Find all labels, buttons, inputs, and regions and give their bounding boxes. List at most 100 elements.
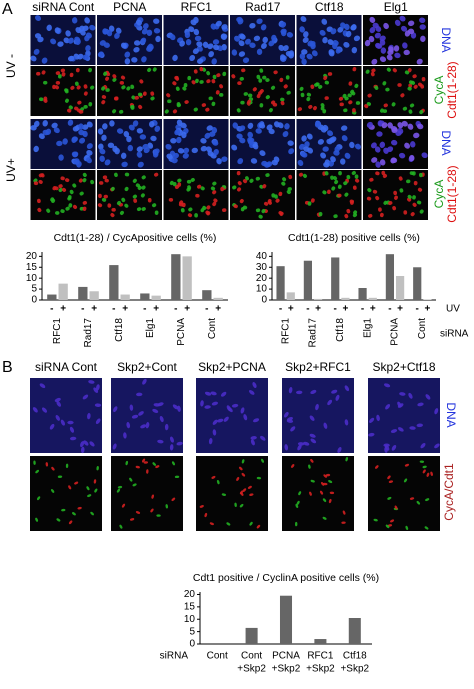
cell bbox=[282, 131, 289, 138]
micrograph bbox=[282, 378, 354, 453]
cell bbox=[397, 427, 404, 432]
bar bbox=[89, 291, 99, 300]
cell bbox=[80, 441, 85, 448]
cell bbox=[57, 74, 62, 79]
cell bbox=[38, 133, 45, 140]
cell bbox=[261, 209, 266, 214]
cell bbox=[56, 401, 62, 407]
cell bbox=[231, 49, 238, 56]
row-label: UV+ bbox=[4, 158, 18, 182]
cell bbox=[82, 172, 87, 178]
x-tick-label: PCNA bbox=[272, 651, 300, 662]
cell bbox=[382, 109, 388, 114]
cell bbox=[96, 384, 100, 391]
cell bbox=[325, 473, 331, 477]
cell bbox=[110, 213, 115, 218]
cell bbox=[365, 69, 370, 74]
cell bbox=[249, 521, 253, 526]
micrograph bbox=[30, 456, 102, 531]
cell bbox=[56, 140, 63, 147]
cell bbox=[265, 173, 270, 177]
bar bbox=[286, 292, 295, 300]
cell bbox=[135, 511, 141, 514]
cell bbox=[413, 84, 418, 89]
cell bbox=[351, 24, 357, 31]
cell bbox=[319, 30, 326, 36]
cell bbox=[167, 99, 172, 104]
series-sign: - bbox=[416, 304, 419, 315]
series-sign: + bbox=[122, 304, 128, 315]
cell bbox=[38, 179, 43, 184]
cell bbox=[101, 95, 107, 99]
cell bbox=[253, 418, 260, 423]
cell bbox=[139, 134, 147, 140]
cell bbox=[74, 481, 79, 485]
cell bbox=[278, 191, 283, 197]
micrograph-bg bbox=[368, 456, 440, 531]
micrograph bbox=[30, 378, 102, 454]
cell bbox=[124, 51, 131, 58]
cell bbox=[55, 80, 61, 85]
cyca-label: CycA bbox=[432, 76, 446, 105]
micrograph-bg bbox=[296, 170, 362, 220]
cell bbox=[204, 391, 212, 396]
cell bbox=[33, 460, 36, 465]
cell bbox=[347, 93, 352, 98]
cell bbox=[33, 120, 40, 128]
cell bbox=[215, 20, 222, 27]
cell bbox=[213, 198, 218, 203]
cell bbox=[137, 161, 144, 168]
cell bbox=[116, 488, 121, 493]
cell bbox=[381, 170, 386, 176]
cell bbox=[111, 207, 116, 212]
cell bbox=[352, 66, 357, 72]
cell bbox=[126, 135, 132, 143]
cell bbox=[169, 444, 174, 451]
cell bbox=[256, 524, 261, 529]
cell bbox=[374, 85, 379, 90]
cell bbox=[103, 42, 110, 48]
cell bbox=[72, 204, 78, 209]
cell bbox=[303, 146, 310, 152]
cell bbox=[78, 109, 84, 114]
x-tick-label: +Skp2 bbox=[340, 664, 369, 675]
cell bbox=[200, 186, 205, 191]
cell bbox=[104, 178, 109, 183]
bar bbox=[396, 276, 405, 300]
cell bbox=[138, 411, 144, 416]
cell bbox=[385, 524, 390, 529]
cell bbox=[280, 28, 287, 35]
cell bbox=[262, 184, 267, 189]
cell bbox=[82, 178, 87, 183]
cell bbox=[328, 50, 335, 57]
cell bbox=[157, 402, 164, 407]
series-sign: + bbox=[397, 304, 403, 315]
bar bbox=[245, 627, 258, 644]
cell bbox=[77, 100, 82, 105]
cell bbox=[186, 187, 191, 192]
cell bbox=[82, 200, 87, 205]
cell bbox=[154, 172, 159, 177]
cell bbox=[177, 148, 185, 154]
cell bbox=[63, 37, 70, 44]
cell bbox=[70, 85, 75, 90]
cell bbox=[302, 37, 309, 43]
cell bbox=[237, 81, 242, 85]
cell bbox=[377, 120, 384, 127]
cell bbox=[403, 210, 408, 215]
cell bbox=[140, 37, 147, 44]
cell bbox=[159, 415, 164, 423]
cell bbox=[132, 120, 139, 127]
cell bbox=[131, 95, 136, 100]
cell bbox=[297, 444, 302, 451]
cell bbox=[335, 47, 342, 54]
cell bbox=[354, 174, 359, 179]
cell bbox=[33, 48, 40, 55]
cell bbox=[397, 401, 402, 408]
cell bbox=[97, 128, 104, 135]
cell bbox=[280, 21, 287, 28]
cell bbox=[32, 407, 38, 413]
micrograph bbox=[30, 66, 96, 116]
cell bbox=[390, 157, 398, 163]
cell bbox=[90, 85, 95, 90]
